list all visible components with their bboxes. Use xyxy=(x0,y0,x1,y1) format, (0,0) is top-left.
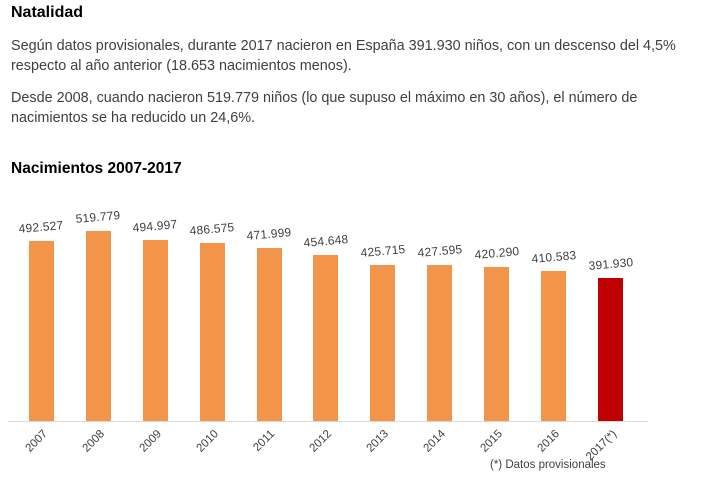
bar-value-label: 492.527 xyxy=(18,218,65,236)
bar-2010 xyxy=(199,243,225,421)
bar-2012 xyxy=(313,255,339,421)
x-axis-tick-label: 2008 xyxy=(80,428,107,455)
bar-value-label: 427.595 xyxy=(416,242,463,260)
bar-2014 xyxy=(427,265,453,421)
bar-value-label: 494.997 xyxy=(132,217,179,235)
x-axis-tick-label: 2014 xyxy=(421,428,449,455)
chart-column-2014: 427.595 xyxy=(411,231,468,421)
chart-column-2007: 492.527 xyxy=(13,218,70,421)
bar-2017(*) xyxy=(598,278,624,421)
bar-2011 xyxy=(256,248,282,421)
chart-column-2012: 454.648 xyxy=(298,231,355,421)
x-label-cell: 2012 xyxy=(298,422,355,467)
x-label-cell: 2011 xyxy=(241,422,298,467)
bar-value-label: 454.648 xyxy=(303,232,349,250)
x-label-cell: 2014 xyxy=(411,422,468,467)
bar-value-label: 471.999 xyxy=(246,225,292,243)
x-axis-tick-label: 2009 xyxy=(137,428,164,455)
bar-value-label: 420.290 xyxy=(473,244,520,262)
bar-value-label: 410.583 xyxy=(530,248,577,266)
chart-column-2010: 486.575 xyxy=(184,220,241,421)
chart-column-2009: 494.997 xyxy=(127,217,184,421)
x-axis-tick-label: 2013 xyxy=(364,428,392,455)
bar-2013 xyxy=(370,265,396,421)
bar-2015 xyxy=(484,267,510,421)
x-label-cell: 2008 xyxy=(70,422,127,467)
chart-column-2011: 471.999 xyxy=(241,225,298,421)
chart-column-2016: 410.583 xyxy=(525,231,582,421)
intro-paragraph-2017: Según datos provisionales, durante 2017 … xyxy=(11,38,676,74)
x-axis-tick-label: 2010 xyxy=(194,428,221,455)
x-axis-line xyxy=(8,421,648,422)
page-title: Natalidad xyxy=(11,4,84,21)
chart-column-2015: 420.290 xyxy=(468,231,525,421)
chart-column-2008: 519.779 xyxy=(70,208,127,421)
x-axis-tick-label: 2012 xyxy=(307,428,335,455)
bar-value-label: 391.930 xyxy=(587,255,634,273)
bar-value-label: 425.715 xyxy=(359,242,406,260)
chart-footnote: (*) Datos provisionales xyxy=(490,459,606,471)
x-axis-tick-label: 2017(*) xyxy=(583,428,620,464)
x-label-cell: 2007 xyxy=(13,422,70,467)
bar-2008 xyxy=(85,231,111,421)
x-axis-tick-label: 2015 xyxy=(478,428,506,455)
intro-paragraph-2008: Desde 2008, cuando nacieron 519.779 niño… xyxy=(11,90,638,126)
chart-column-2013: 425.715 xyxy=(354,231,411,421)
bar-2016 xyxy=(541,271,567,421)
bar-chart: 492.527 519.779 494.997 486.575 471.999 454.6… xyxy=(13,208,639,421)
x-label-cell: 2010 xyxy=(184,422,241,467)
bar-2007 xyxy=(28,241,54,421)
x-axis-tick-label: 2016 xyxy=(535,428,563,455)
x-label-cell: 2009 xyxy=(127,422,184,467)
chart-column-2017(*): 391.930 xyxy=(582,231,639,421)
bar-value-label: 486.575 xyxy=(189,220,236,238)
bar-2009 xyxy=(142,240,168,421)
chart-title: Nacimientos 2007-2017 xyxy=(11,160,182,177)
bar-value-label: 519.779 xyxy=(75,208,122,226)
x-axis-tick-label: 2011 xyxy=(251,428,278,454)
x-label-cell: 2013 xyxy=(354,422,411,467)
x-axis-tick-label: 2007 xyxy=(23,428,50,455)
